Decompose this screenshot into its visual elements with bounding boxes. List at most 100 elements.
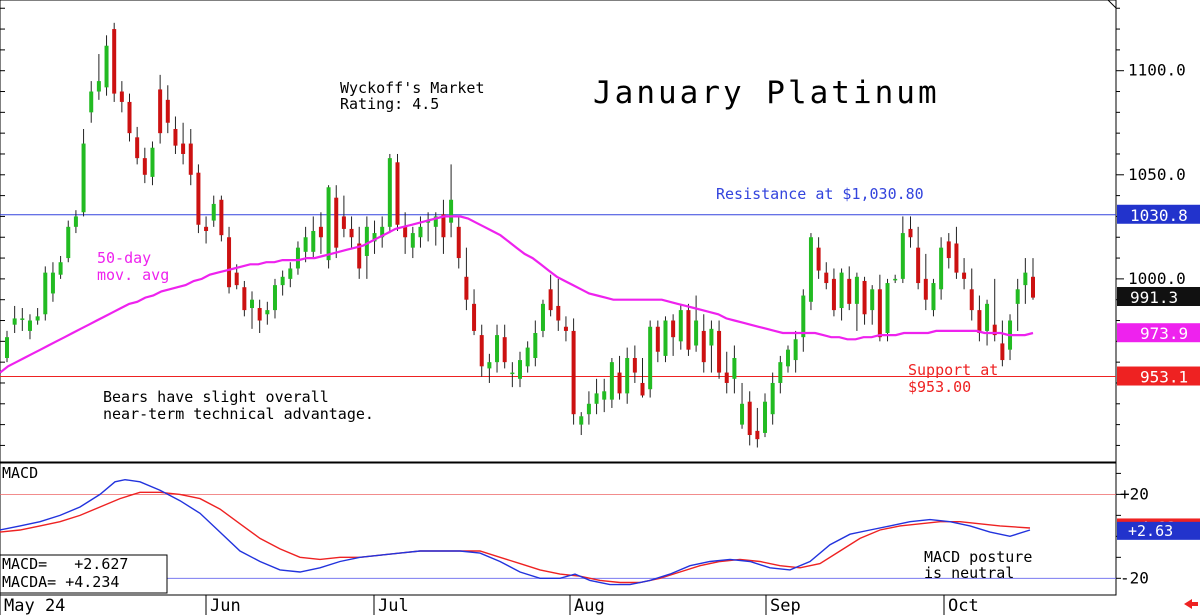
macd-badge-text: +2.63 [1128, 522, 1173, 540]
candle [793, 330, 798, 373]
candle-body [303, 237, 308, 252]
candle-body [81, 143, 86, 213]
scroll-left-arrow-icon[interactable] [1184, 599, 1198, 609]
macd-readout-line-2: MACDA= +4.234 [2, 573, 119, 591]
candle [655, 320, 660, 363]
support-label-line-1: Support at [908, 361, 998, 379]
candlestick-series [5, 22, 1035, 448]
candle [188, 128, 193, 186]
candle [311, 216, 316, 259]
macd-commentary-line-2: is neutral [924, 564, 1014, 582]
candle [1015, 278, 1020, 331]
candle-body [50, 272, 55, 294]
candle-body [732, 357, 737, 379]
candle-body [433, 216, 438, 227]
candle-body [977, 310, 982, 334]
candle-body [900, 233, 905, 279]
candle-body [426, 220, 431, 223]
candle-body [96, 81, 101, 92]
candle-body [257, 308, 262, 321]
month-label: Jun [210, 596, 241, 615]
candle [73, 210, 78, 234]
support-badge-text: 953.1 [1140, 368, 1188, 387]
macd-line [0, 478, 1031, 586]
candle-body [234, 272, 239, 286]
candle-body [464, 276, 469, 300]
candle-body [992, 324, 997, 336]
candle [250, 291, 255, 329]
candle-body [449, 199, 454, 223]
candle-body [893, 278, 898, 281]
candle-body [1031, 276, 1035, 298]
month-label: Oct [948, 596, 979, 615]
last-price-badge-text: 991.3 [1130, 288, 1178, 307]
candle [50, 262, 55, 302]
candle [257, 299, 262, 334]
chart-title: January Platinum [593, 75, 940, 111]
candle-body [165, 99, 170, 123]
candle [931, 278, 936, 317]
candle-body [295, 247, 300, 269]
candle-body [479, 335, 484, 367]
candle [916, 226, 921, 290]
candle [27, 314, 32, 340]
candle [747, 391, 752, 446]
candle [525, 341, 530, 373]
candle [165, 85, 170, 134]
candle-body [112, 29, 117, 94]
candle [594, 378, 599, 415]
candle-body [250, 299, 255, 309]
candle [686, 303, 691, 356]
candle [548, 274, 553, 317]
commentary-line-2: near-term technical advantage. [103, 405, 374, 423]
candle-body [540, 303, 545, 331]
candle [81, 128, 86, 217]
candle-body [403, 226, 408, 238]
candle [985, 299, 990, 346]
candle [181, 122, 186, 165]
candle-body [1023, 272, 1028, 286]
candle-body [472, 303, 477, 331]
candle-body [625, 357, 630, 394]
candle-body [694, 320, 699, 346]
candle [295, 241, 300, 275]
moving-average-badge-text: 973.9 [1140, 324, 1188, 343]
candle [204, 216, 209, 244]
candle [1023, 258, 1028, 304]
candle-body [211, 203, 216, 221]
candle [862, 276, 867, 325]
candle-body [288, 268, 293, 279]
candle-body [839, 272, 844, 309]
candle-body [410, 233, 415, 248]
macd-badge [1117, 521, 1200, 540]
candle-body [923, 278, 928, 300]
candle-body [763, 401, 768, 433]
candle-body [870, 289, 875, 311]
candle-body [142, 158, 147, 175]
candle-body [931, 283, 936, 311]
candle [334, 185, 339, 259]
candle-body [35, 316, 40, 321]
candle [265, 301, 270, 325]
candle-body [73, 216, 78, 227]
candle [648, 320, 653, 398]
candle [510, 362, 515, 388]
candle-body [824, 272, 829, 284]
candle [540, 299, 545, 338]
candle-body [962, 272, 967, 279]
candle [900, 216, 905, 284]
candle-body [318, 226, 323, 238]
ma-label-line-1: 50-day [97, 249, 151, 267]
candle [89, 81, 94, 123]
candle [303, 226, 308, 263]
candle [66, 220, 71, 263]
candle [939, 237, 944, 300]
candle-body [12, 318, 17, 325]
candle [877, 274, 882, 342]
candle [533, 320, 538, 367]
candle [227, 226, 232, 294]
candle [694, 295, 699, 352]
candle-body [609, 362, 614, 400]
candle [12, 305, 17, 334]
